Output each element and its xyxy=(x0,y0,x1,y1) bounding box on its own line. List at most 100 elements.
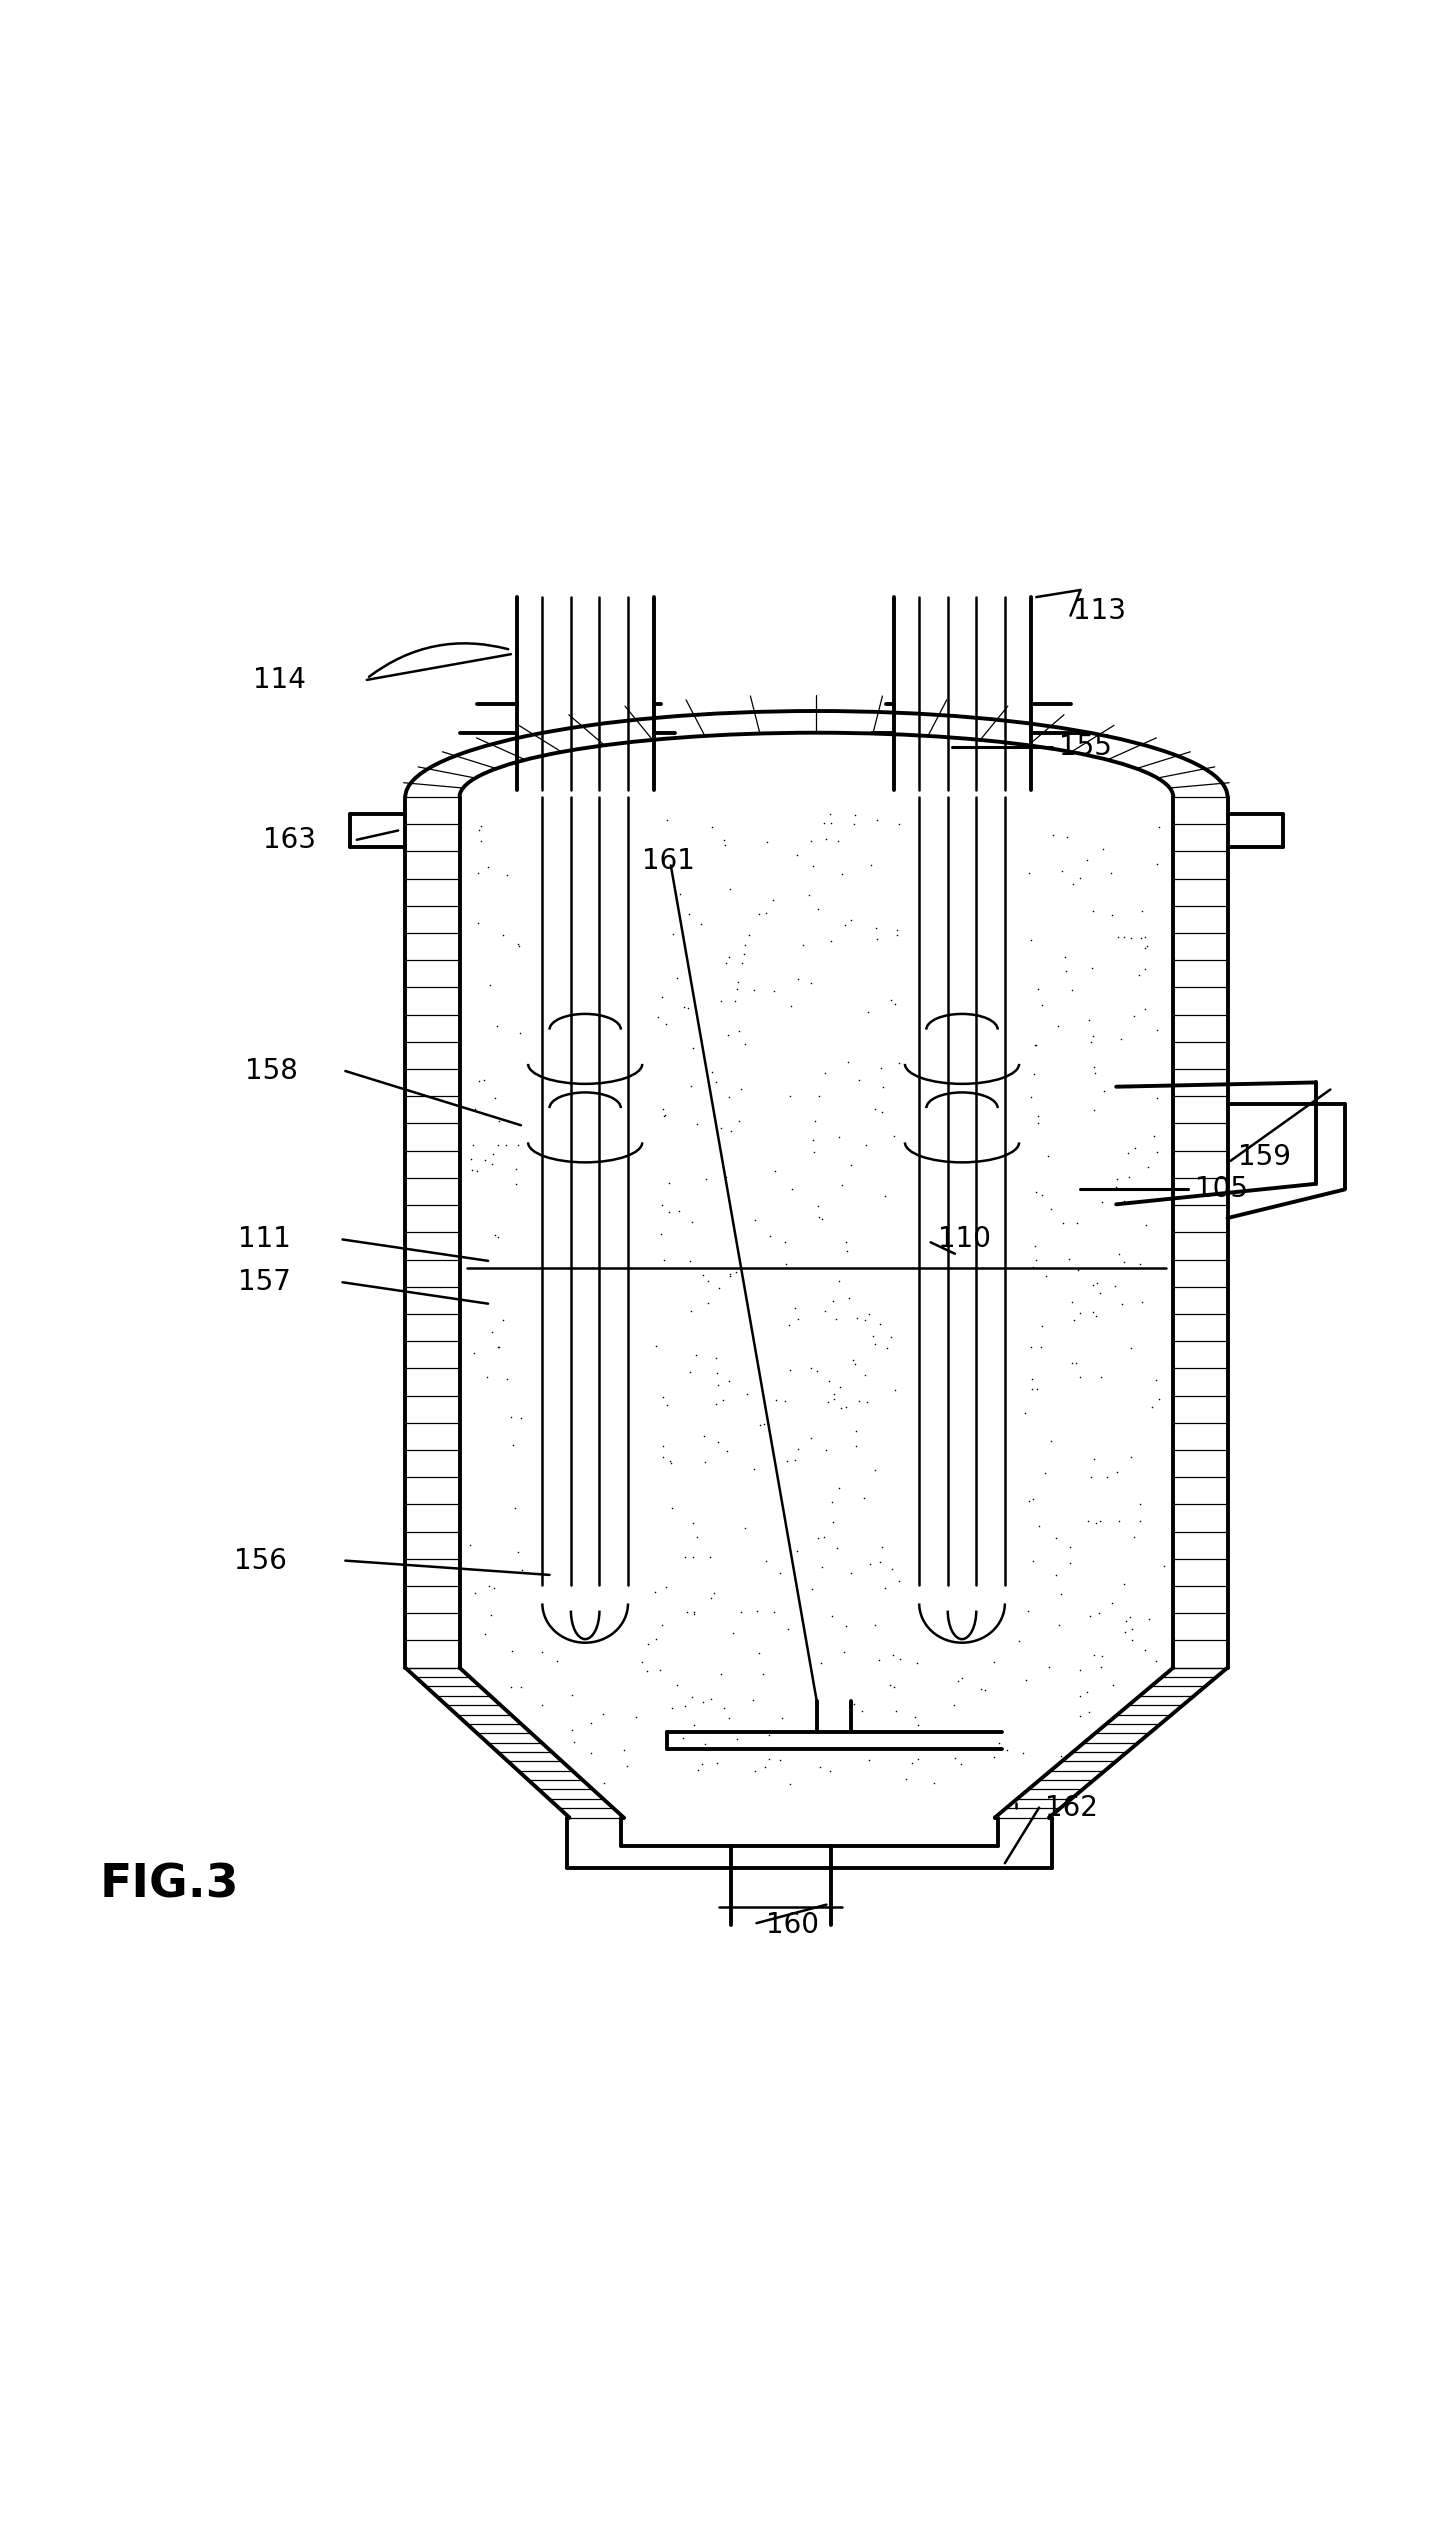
Point xyxy=(473,1060,496,1101)
Point xyxy=(718,1699,741,1740)
Point xyxy=(714,824,737,865)
Point xyxy=(782,1440,805,1481)
Point xyxy=(823,1380,845,1420)
Point xyxy=(830,852,853,893)
Point xyxy=(807,888,830,928)
Point xyxy=(1039,1420,1062,1461)
Point xyxy=(1108,1501,1131,1542)
Point xyxy=(774,1243,797,1283)
Point xyxy=(702,1572,725,1613)
Point xyxy=(844,1425,867,1466)
Point xyxy=(636,1651,659,1692)
Point xyxy=(1026,1369,1049,1410)
Point xyxy=(725,969,748,1009)
Point xyxy=(699,1679,722,1719)
Point xyxy=(1076,839,1099,880)
Point xyxy=(1138,1598,1161,1638)
Point xyxy=(652,1435,675,1476)
Point xyxy=(757,1740,780,1780)
Point xyxy=(652,1425,675,1466)
Point xyxy=(807,1197,830,1238)
Point xyxy=(1082,1265,1105,1306)
Point xyxy=(1079,1022,1102,1063)
Point xyxy=(1020,921,1043,961)
Point xyxy=(706,1268,729,1309)
Point xyxy=(479,964,502,1004)
Point xyxy=(1091,1636,1113,1676)
Point xyxy=(744,1750,767,1790)
Point xyxy=(1116,1134,1139,1174)
Point xyxy=(679,1291,702,1331)
Point xyxy=(864,1605,887,1646)
Point xyxy=(1112,1179,1135,1220)
Point xyxy=(1035,1255,1058,1296)
Point xyxy=(868,1542,891,1582)
Point xyxy=(894,1760,917,1801)
Point xyxy=(1113,1610,1136,1651)
Point xyxy=(678,895,701,936)
Point xyxy=(794,1623,817,1664)
Point xyxy=(800,822,823,862)
Point xyxy=(651,1184,674,1225)
Point xyxy=(1113,1240,1136,1281)
Point xyxy=(729,1593,752,1633)
Point xyxy=(1106,915,1129,956)
Point xyxy=(834,905,857,946)
Point xyxy=(1119,1438,1142,1478)
Point xyxy=(1053,936,1076,976)
Point xyxy=(500,1666,523,1707)
Point xyxy=(880,1549,903,1590)
Point xyxy=(923,1763,946,1803)
Point xyxy=(1119,1326,1142,1367)
Point xyxy=(659,1443,682,1484)
Point xyxy=(705,1352,728,1392)
Point xyxy=(864,1451,887,1491)
Point xyxy=(1122,997,1145,1037)
Point xyxy=(509,1397,532,1438)
Point xyxy=(636,1623,659,1664)
Point xyxy=(1118,1068,1141,1108)
Point xyxy=(798,875,821,915)
Point xyxy=(785,1532,808,1572)
Point xyxy=(820,794,843,834)
Point xyxy=(1045,1517,1068,1557)
Point xyxy=(1027,1506,1050,1547)
Point xyxy=(704,1385,727,1425)
Point xyxy=(1023,1025,1046,1065)
Point xyxy=(1105,1159,1128,1200)
Point xyxy=(718,1253,741,1293)
Point xyxy=(742,969,765,1009)
Point xyxy=(1060,969,1083,1009)
Point xyxy=(943,1737,966,1778)
Point xyxy=(831,1164,854,1205)
Point xyxy=(487,1101,510,1141)
Point xyxy=(474,1139,497,1179)
Point xyxy=(800,1651,823,1692)
Point xyxy=(866,908,888,948)
Point xyxy=(481,1134,504,1174)
Point xyxy=(828,1367,851,1407)
Point xyxy=(821,1481,844,1522)
Point xyxy=(820,804,843,844)
Point xyxy=(1082,1014,1105,1055)
Point xyxy=(827,1116,850,1156)
Point xyxy=(807,1519,830,1560)
Point xyxy=(906,1643,929,1684)
Point xyxy=(1083,1052,1106,1093)
Point xyxy=(592,1763,615,1803)
Point xyxy=(658,1164,681,1205)
Point xyxy=(1083,1090,1106,1131)
Point xyxy=(861,1316,884,1357)
Point xyxy=(1079,1456,1102,1496)
Point xyxy=(1015,1659,1037,1699)
Point xyxy=(1082,1047,1105,1088)
Point xyxy=(507,926,530,966)
Point xyxy=(801,847,824,888)
Point xyxy=(996,1730,1019,1770)
Point xyxy=(706,1364,729,1405)
Point xyxy=(1080,948,1103,989)
Point xyxy=(463,1334,486,1375)
Point xyxy=(645,1326,668,1367)
Point xyxy=(705,1339,728,1380)
Point xyxy=(487,1326,510,1367)
